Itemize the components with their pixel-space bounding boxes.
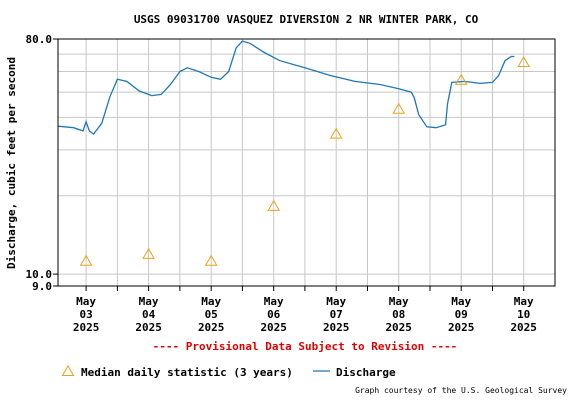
x-tick-year: 2025 (448, 321, 475, 334)
x-tick-date: 05 (205, 308, 218, 321)
x-tick-date: 07 (330, 308, 343, 321)
grid (58, 39, 555, 286)
discharge-line (57, 40, 515, 136)
median-marker (329, 127, 343, 139)
y-axis: 80.0 10.09.0 (26, 33, 58, 293)
x-tick-year: 2025 (135, 321, 162, 334)
legend-discharge-label: Discharge (336, 366, 396, 379)
x-tick-date: 08 (392, 308, 405, 321)
x-tick-date: 10 (517, 308, 530, 321)
median-marker (79, 254, 93, 266)
x-tick-month: May (451, 295, 471, 308)
x-tick-month: May (76, 295, 96, 308)
x-tick-year: 2025 (73, 321, 100, 334)
y-tick-label: 10.0 (26, 268, 53, 281)
x-tick-year: 2025 (323, 321, 350, 334)
x-axis: May032025May042025May052025May062025May0… (73, 286, 537, 334)
y-tick-label: 80.0 (26, 33, 53, 46)
legend-median-label: Median daily statistic (3 years) (81, 366, 293, 379)
y-tick-label: 9.0 (32, 280, 52, 293)
plot-frame (57, 38, 556, 287)
series-layer (57, 40, 531, 266)
x-tick-date: 09 (455, 308, 468, 321)
x-tick-year: 2025 (260, 321, 287, 334)
y-axis-label: Discharge, cubic feet per second (5, 57, 18, 269)
x-tick-year: 2025 (385, 321, 412, 334)
x-tick-month: May (389, 295, 409, 308)
median-marker (142, 247, 155, 259)
x-tick-date: 04 (142, 308, 156, 321)
chart-title: USGS 09031700 VASQUEZ DIVERSION 2 NR WIN… (134, 13, 479, 26)
x-tick-year: 2025 (510, 321, 537, 334)
x-tick-date: 06 (267, 308, 281, 321)
median-marker (204, 254, 218, 266)
legend-median-marker (61, 365, 75, 376)
x-tick-month: May (201, 295, 221, 308)
x-tick-month: May (514, 295, 534, 308)
credit-text: Graph courtesy of the U.S. Geological Su… (355, 386, 567, 395)
x-tick-year: 2025 (198, 321, 225, 334)
x-tick-date: 03 (79, 308, 92, 321)
x-tick-month: May (326, 295, 346, 308)
median-marker (454, 73, 468, 85)
provisional-note: ---- Provisional Data Subject to Revisio… (153, 340, 458, 353)
x-tick-month: May (139, 295, 159, 308)
legend: Median daily statistic (3 years) Dischar… (61, 365, 396, 379)
x-tick-month: May (264, 295, 284, 308)
median-marker (267, 199, 281, 211)
median-marker (392, 102, 406, 114)
median-marker (517, 56, 531, 67)
